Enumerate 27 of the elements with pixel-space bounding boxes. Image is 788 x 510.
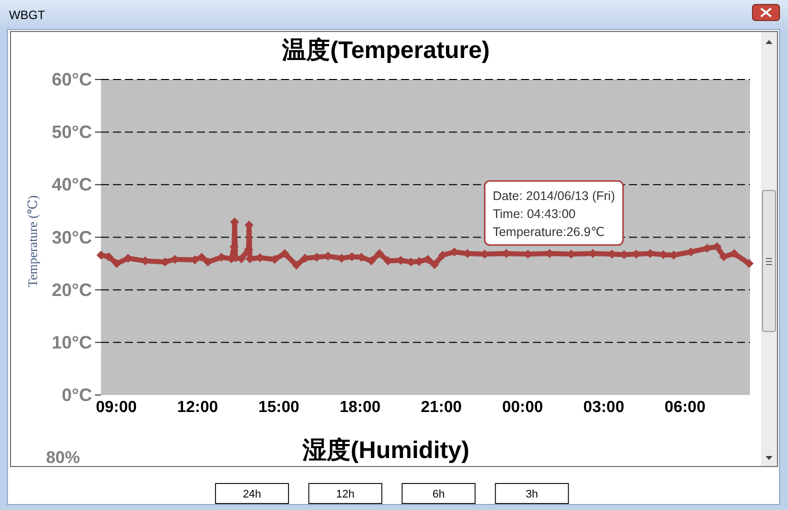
annotation: Date: 2014/06/13 (Fri) [492,189,615,203]
y-tick-label: 20°C [52,280,92,300]
x-tick-label: 18:00 [340,399,381,416]
button: 3h [494,483,569,504]
chart-title: 温度(Temperature) [281,37,490,64]
x-tick-label: 21:00 [420,399,462,416]
y-tick-label: 30°C [52,227,92,248]
y-axis-title: Temperature (℃) [25,195,40,288]
button: 24h [215,483,289,504]
x-tick-label: 03:00 [583,399,624,416]
y-tick-label: 0°C [62,385,92,405]
annotation: Temperature:26.9℃ [492,225,605,239]
text: WBGT [9,8,46,22]
x-tick-label: 12:00 [177,399,218,416]
y-tick-label: 60°C [52,70,92,90]
x-tick-label: 15:00 [258,399,300,416]
text: 80% [46,448,80,467]
x-tick-label: 09:00 [96,399,137,416]
y-tick-label: 40°C [52,174,92,195]
button: 12h [308,483,382,504]
button: 6h [402,483,476,504]
x-tick-label: 00:00 [502,399,544,416]
y-tick-label: 10°C [52,332,92,352]
annotation: Time: 04:43:00 [492,207,576,221]
text: 湿度(Humidity) [302,437,470,464]
x-tick-label: 06:00 [664,399,706,416]
y-tick-label: 50°C [52,122,92,142]
